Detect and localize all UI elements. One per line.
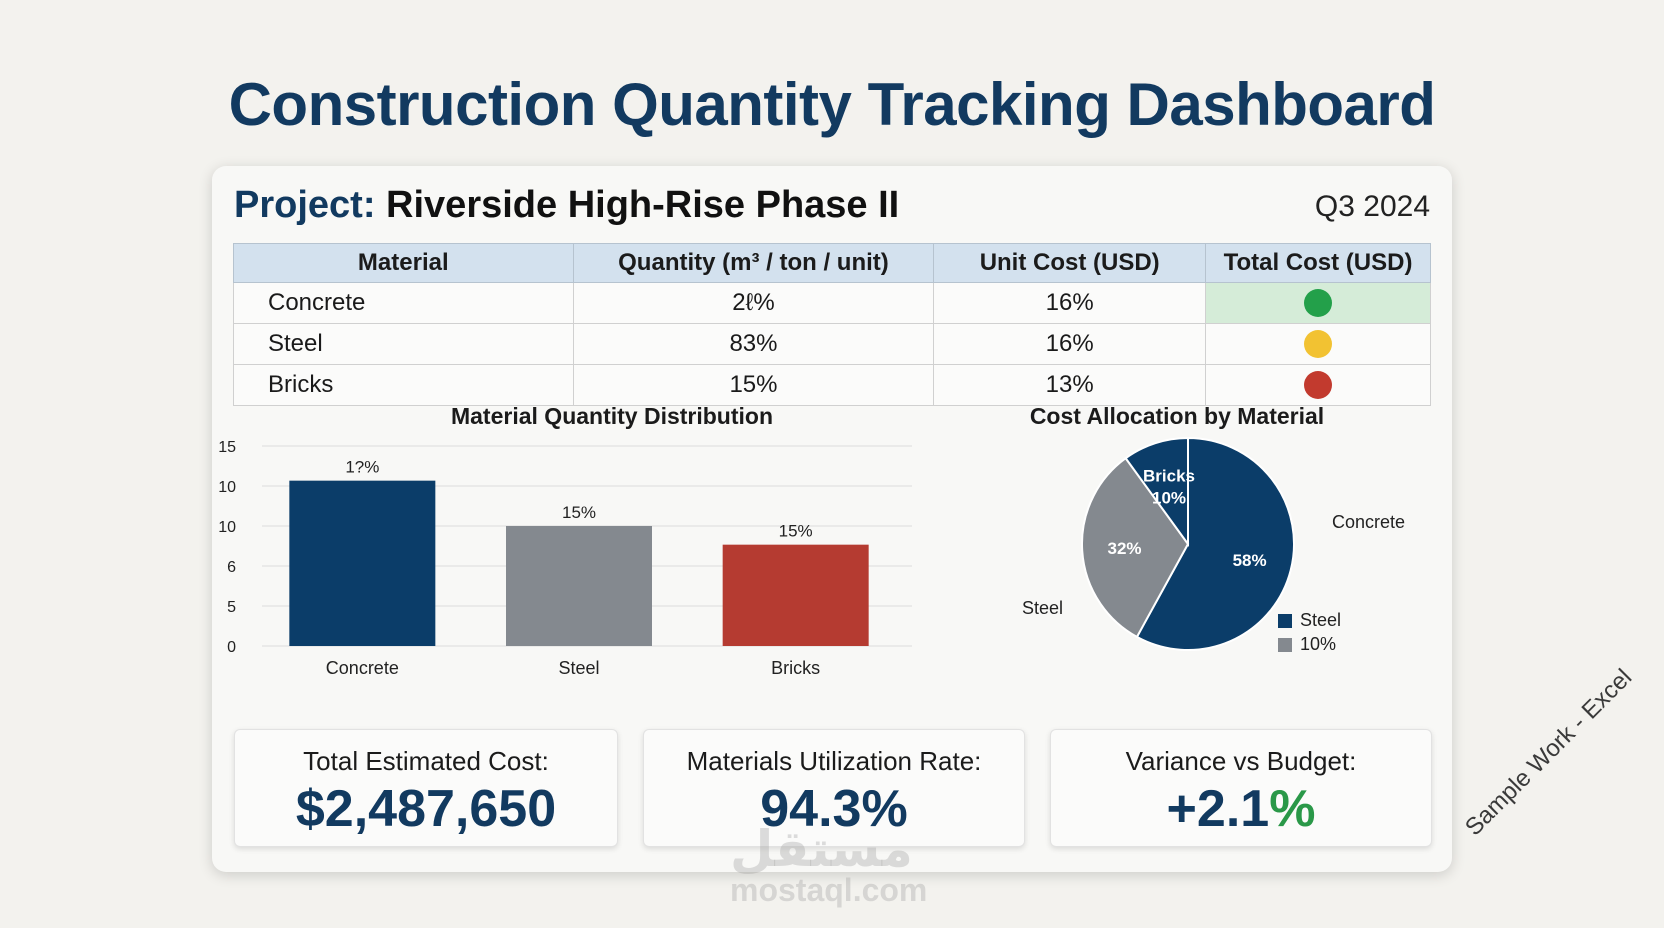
pie-chart-title: Cost Allocation by Material bbox=[1029, 403, 1325, 429]
materials-table: Material Quantity (m³ / ton / unit) Unit… bbox=[233, 243, 1431, 406]
column-header-total-cost: Total Cost (USD) bbox=[1205, 243, 1431, 283]
legend-label: Steel bbox=[1300, 610, 1341, 630]
x-tick-label: Steel bbox=[558, 658, 599, 678]
pie-inner-label: Bricks bbox=[1143, 467, 1195, 486]
pie-chart: 58% Concrete 32% Steel Bricks 10% Steel 10% bbox=[1022, 436, 1405, 654]
pie-slice-bricks bbox=[1124, 436, 1189, 548]
pie-data-label: 58% bbox=[1233, 551, 1267, 570]
watermark-url: mostaql.com bbox=[730, 872, 928, 908]
unit-cost-cell: 13% bbox=[933, 364, 1207, 406]
bar-concrete bbox=[289, 480, 436, 646]
pie-slice-steel bbox=[1081, 456, 1190, 639]
x-tick-label: Concrete bbox=[326, 658, 399, 678]
kpi-total-cost: Total Estimated Cost: $2,487,650 bbox=[234, 729, 618, 847]
column-header-unit-cost: Unit Cost (USD) bbox=[933, 243, 1207, 283]
table-header-row: Material Quantity (m³ / ton / unit) Unit… bbox=[233, 243, 1431, 283]
y-tick-label: 5 bbox=[227, 599, 236, 616]
sample-work-stamp: Sample Work - Excel bbox=[1460, 663, 1638, 842]
kpi-label: Variance vs Budget: bbox=[1125, 746, 1357, 776]
table-row: Concrete 2ℓ% 16% bbox=[233, 282, 1431, 324]
kpi-label: Total Estimated Cost: bbox=[303, 746, 549, 776]
legend-swatch bbox=[1278, 638, 1292, 652]
dashboard-title: Construction Quantity Tracking Dashboard bbox=[228, 71, 1436, 138]
watermark-logo: مستقل bbox=[730, 821, 913, 877]
bar-steel bbox=[506, 526, 652, 646]
bar-chart-title: Material Quantity Distribution bbox=[450, 403, 774, 429]
bar-data-label: 1?% bbox=[345, 458, 379, 477]
column-header-material: Material bbox=[233, 243, 574, 283]
table-row: Steel 83% 16% bbox=[233, 323, 1431, 365]
pie-data-label: 10% bbox=[1152, 489, 1186, 508]
pie-data-label: 32% bbox=[1108, 539, 1142, 558]
legend-swatch bbox=[1278, 614, 1292, 628]
unit-cost-cell: 16% bbox=[933, 323, 1207, 365]
quantity-cell: 83% bbox=[572, 323, 935, 365]
y-tick-label: 10 bbox=[218, 479, 236, 496]
project-name: Riverside High-Rise Phase II bbox=[386, 184, 900, 226]
kpi-value: +2.1% bbox=[1166, 780, 1316, 838]
project-heading: Project: Riverside High-Rise Phase II bbox=[234, 184, 899, 227]
status-dot bbox=[1304, 289, 1332, 318]
bar-data-label: 15% bbox=[562, 503, 596, 522]
y-tick-label: 15 bbox=[218, 439, 236, 456]
bar-bricks bbox=[722, 544, 869, 646]
kpi-utilization-rate: Materials Utilization Rate: 94.3% bbox=[643, 729, 1025, 847]
pie-outer-label: Concrete bbox=[1332, 512, 1405, 532]
y-tick-label: 0 bbox=[227, 639, 236, 656]
material-cell: Steel bbox=[233, 323, 574, 365]
quantity-cell: 15% bbox=[572, 364, 935, 406]
status-dot bbox=[1304, 330, 1332, 359]
total-cost-cell bbox=[1205, 282, 1431, 324]
total-cost-cell bbox=[1205, 364, 1431, 406]
table-row: Bricks 15% 13% bbox=[233, 364, 1431, 406]
y-tick-label: 10 bbox=[218, 519, 236, 536]
kpi-value: $2,487,650 bbox=[295, 780, 557, 838]
project-label: Project: bbox=[234, 184, 376, 226]
total-cost-cell bbox=[1205, 323, 1431, 365]
dashboard-card: Project: Riverside High-Rise Phase II Q3… bbox=[212, 166, 1452, 872]
material-cell: Bricks bbox=[233, 364, 574, 406]
column-header-quantity: Quantity (m³ / ton / unit) bbox=[572, 243, 935, 283]
pie-outer-label: Steel bbox=[1022, 598, 1063, 618]
kpi-variance-budget: Variance vs Budget: +2.1% bbox=[1050, 729, 1432, 847]
legend-label: 10% bbox=[1300, 634, 1336, 654]
reporting-period: Q3 2024 bbox=[1314, 190, 1430, 223]
pie-slice-concrete bbox=[1135, 436, 1295, 651]
x-tick-label: Bricks bbox=[771, 658, 820, 678]
bar-data-label: 15% bbox=[779, 522, 813, 541]
kpi-label: Materials Utilization Rate: bbox=[686, 746, 982, 776]
kpi-value: 94.3% bbox=[760, 780, 908, 838]
status-dot bbox=[1304, 371, 1332, 400]
material-cell: Concrete bbox=[233, 282, 574, 324]
y-tick-label: 6 bbox=[227, 559, 236, 576]
bar-chart: 0 5 6 10 10 15 1?% Concrete 15% Steel 15% Bricks bbox=[218, 439, 912, 678]
unit-cost-cell: 16% bbox=[933, 282, 1207, 324]
quantity-cell: 2ℓ% bbox=[572, 282, 935, 324]
